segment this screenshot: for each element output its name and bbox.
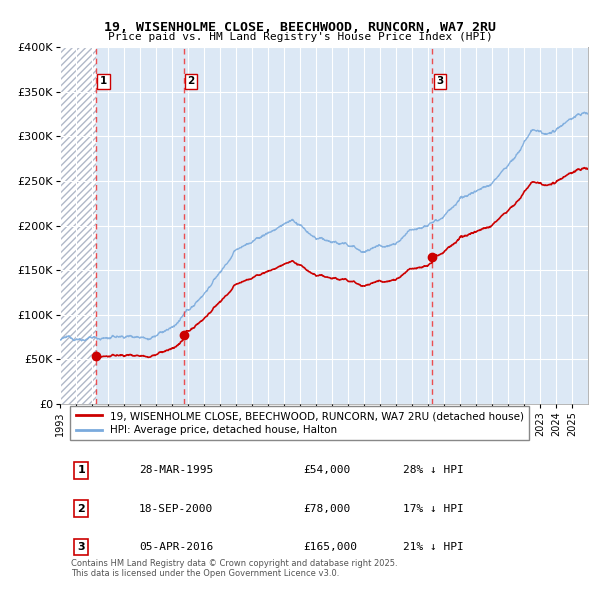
Text: 05-APR-2016: 05-APR-2016 [139, 542, 214, 552]
Text: £78,000: £78,000 [303, 503, 350, 513]
Text: 28% ↓ HPI: 28% ↓ HPI [403, 466, 464, 476]
Text: 1: 1 [100, 76, 107, 86]
Text: 1: 1 [77, 466, 85, 476]
Text: 17% ↓ HPI: 17% ↓ HPI [403, 503, 464, 513]
Text: Contains HM Land Registry data © Crown copyright and database right 2025.
This d: Contains HM Land Registry data © Crown c… [71, 559, 397, 578]
Text: 21% ↓ HPI: 21% ↓ HPI [403, 542, 464, 552]
Text: £54,000: £54,000 [303, 466, 350, 476]
Text: 2: 2 [188, 76, 195, 86]
Text: £165,000: £165,000 [303, 542, 357, 552]
Text: 3: 3 [77, 542, 85, 552]
Bar [60, 47, 96, 404]
Text: 18-SEP-2000: 18-SEP-2000 [139, 503, 214, 513]
Text: 19, WISENHOLME CLOSE, BEECHWOOD, RUNCORN, WA7 2RU: 19, WISENHOLME CLOSE, BEECHWOOD, RUNCORN… [104, 21, 496, 34]
Legend: 19, WISENHOLME CLOSE, BEECHWOOD, RUNCORN, WA7 2RU (detached house), HPI: Average: 19, WISENHOLME CLOSE, BEECHWOOD, RUNCORN… [70, 406, 529, 440]
Text: Price paid vs. HM Land Registry's House Price Index (HPI): Price paid vs. HM Land Registry's House … [107, 32, 493, 42]
Text: 3: 3 [436, 76, 443, 86]
Text: 2: 2 [77, 503, 85, 513]
Text: 28-MAR-1995: 28-MAR-1995 [139, 466, 214, 476]
